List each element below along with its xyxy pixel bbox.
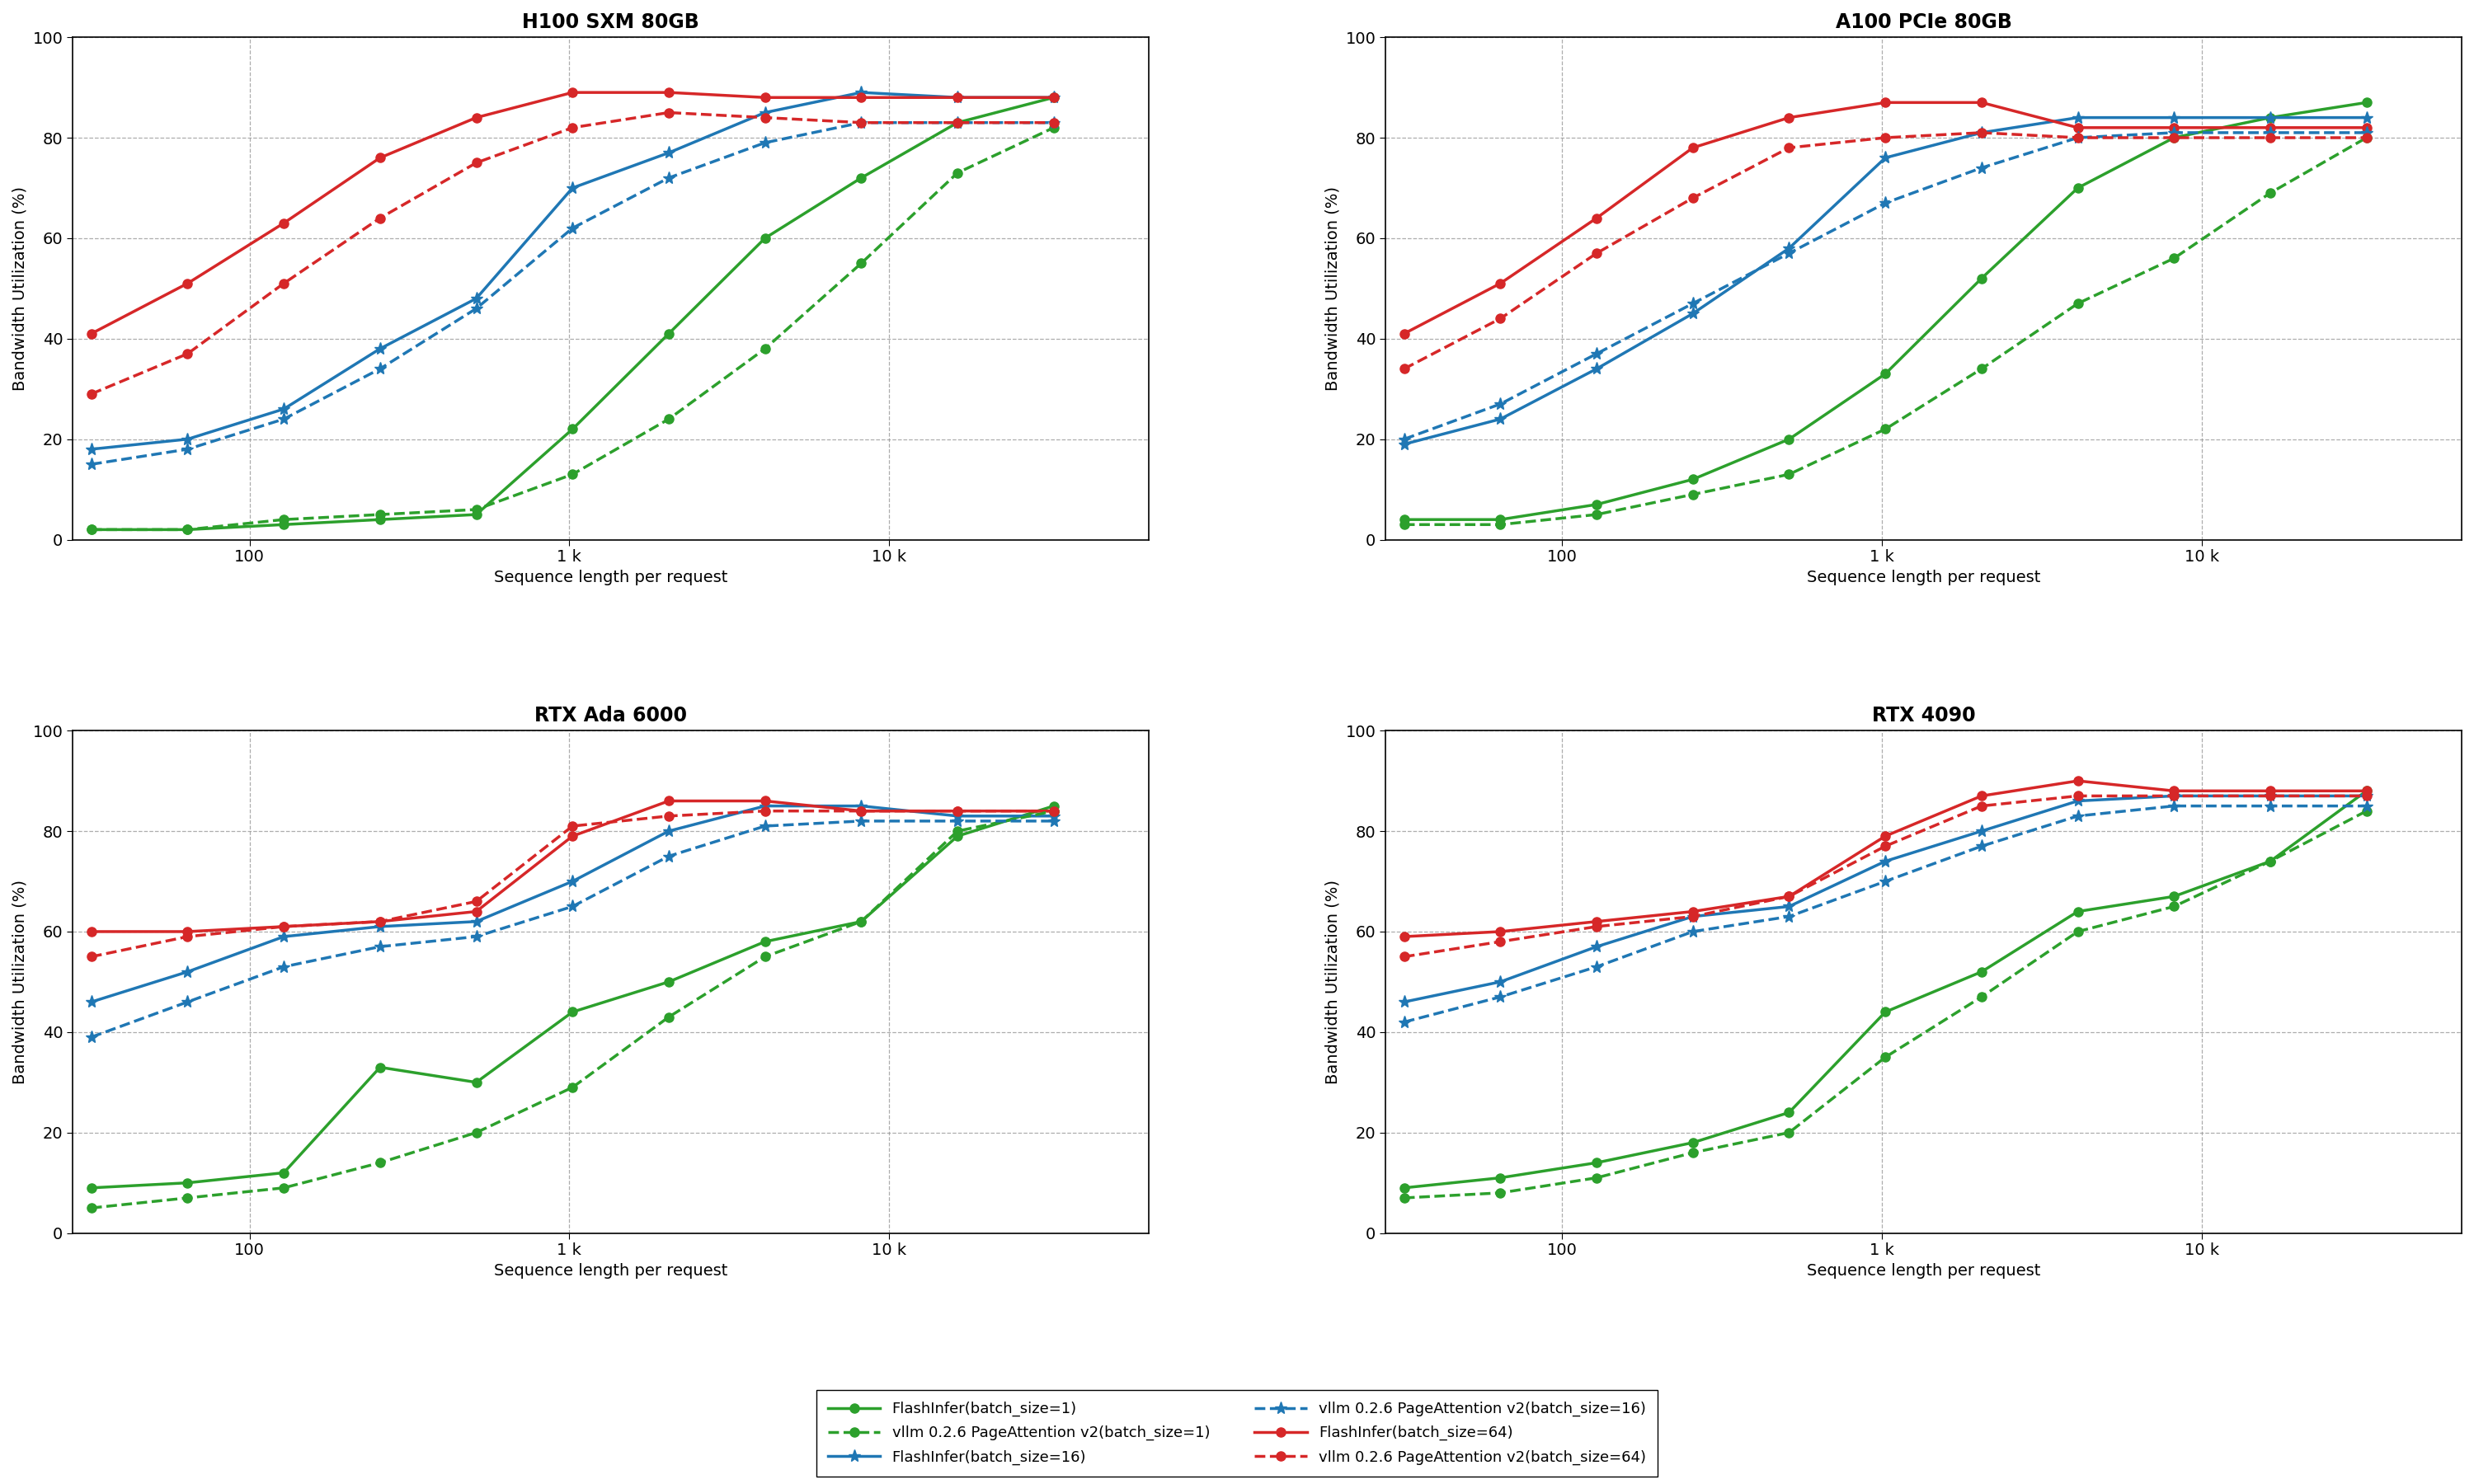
Title: RTX Ada 6000: RTX Ada 6000 xyxy=(534,706,688,726)
Y-axis label: Bandwidth Utilization (%): Bandwidth Utilization (%) xyxy=(1326,880,1341,1085)
X-axis label: Sequence length per request: Sequence length per request xyxy=(495,1263,727,1279)
Title: H100 SXM 80GB: H100 SXM 80GB xyxy=(522,12,700,33)
X-axis label: Sequence length per request: Sequence length per request xyxy=(1806,1263,2041,1279)
Y-axis label: Bandwidth Utilization (%): Bandwidth Utilization (%) xyxy=(12,186,27,390)
X-axis label: Sequence length per request: Sequence length per request xyxy=(495,570,727,585)
Legend: FlashInfer(batch_size=1), vllm 0.2.6 PageAttention v2(batch_size=1), FlashInfer(: FlashInfer(batch_size=1), vllm 0.2.6 Pag… xyxy=(816,1389,1658,1477)
Y-axis label: Bandwidth Utilization (%): Bandwidth Utilization (%) xyxy=(12,880,27,1085)
Y-axis label: Bandwidth Utilization (%): Bandwidth Utilization (%) xyxy=(1326,186,1341,390)
X-axis label: Sequence length per request: Sequence length per request xyxy=(1806,570,2041,585)
Title: A100 PCIe 80GB: A100 PCIe 80GB xyxy=(1836,12,2011,33)
Title: RTX 4090: RTX 4090 xyxy=(1873,706,1974,726)
